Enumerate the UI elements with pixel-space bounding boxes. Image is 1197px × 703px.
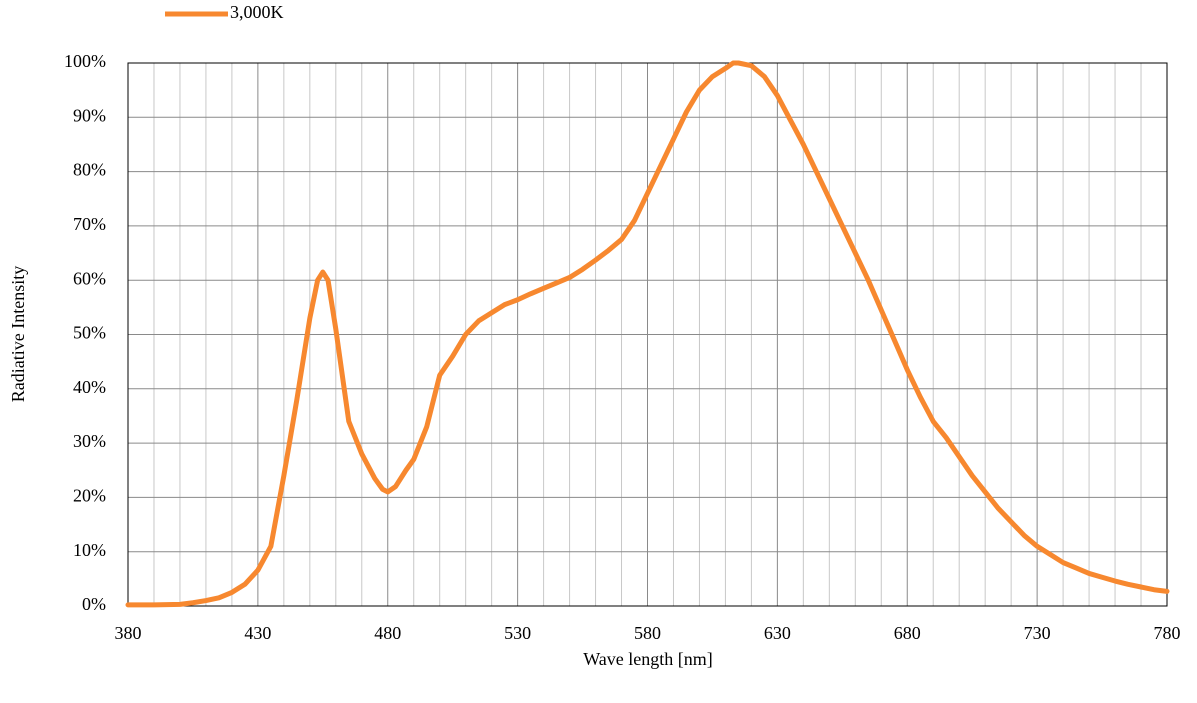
y-tick-label: 50%	[73, 323, 106, 343]
y-tick-label: 0%	[82, 594, 106, 614]
y-tick-label: 30%	[73, 431, 106, 451]
y-tick-label: 80%	[73, 160, 106, 180]
legend-label: 3,000K	[230, 2, 284, 22]
x-tick-label: 530	[504, 623, 531, 643]
x-tick-label: 730	[1024, 623, 1051, 643]
y-tick-label: 10%	[73, 540, 106, 560]
x-tick-label: 630	[764, 623, 791, 643]
y-tick-label: 20%	[73, 486, 106, 506]
plot-border	[127, 62, 1168, 607]
x-tick-label: 430	[244, 623, 271, 643]
x-tick-label: 780	[1154, 623, 1181, 643]
x-tick-label: 380	[115, 623, 142, 643]
y-tick-label: 70%	[73, 214, 106, 234]
x-tick-label: 580	[634, 623, 661, 643]
y-tick-label: 100%	[64, 51, 106, 71]
y-axis-label: Radiative Intensity	[8, 266, 28, 402]
data-line	[125, 60, 1170, 608]
x-axis-label: Wave length [nm]	[583, 649, 713, 669]
y-tick-label: 90%	[73, 105, 106, 125]
y-tick-label: 60%	[73, 268, 106, 288]
y-tick-label: 40%	[73, 377, 106, 397]
x-tick-label: 480	[374, 623, 401, 643]
x-tick-label: 680	[894, 623, 921, 643]
